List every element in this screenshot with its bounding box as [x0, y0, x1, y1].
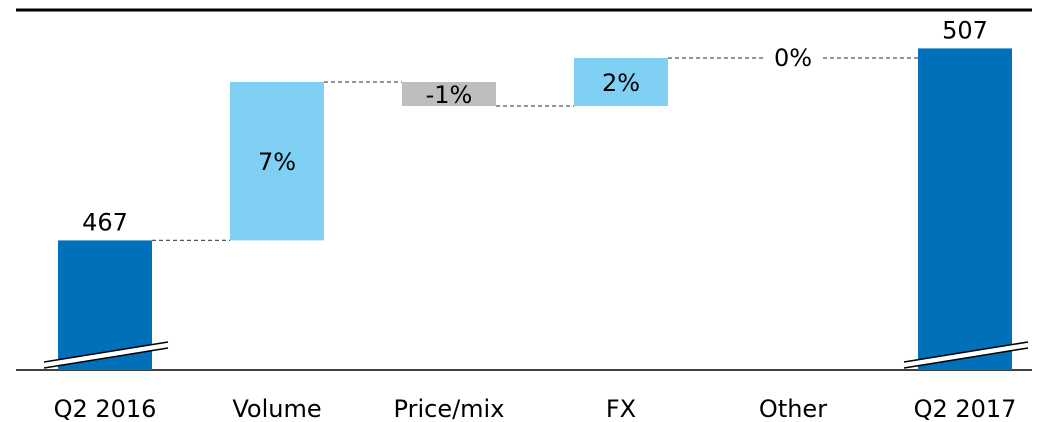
axis-break-line — [43, 347, 169, 369]
delta-label-badge — [417, 82, 481, 106]
axis-break-line — [903, 341, 1029, 363]
delta-value-label: 2% — [602, 69, 640, 97]
chart-marks: 467 7% -1% 2% 0% 507 Q2 2016 Volume Price/mix FX O… — [43, 16, 1029, 422]
total-value-label: 467 — [82, 208, 128, 236]
delta-value-label: 7% — [258, 148, 296, 176]
delta-value-label: -1% — [426, 81, 473, 109]
category-label: Volume — [232, 395, 321, 422]
total-value-label: 507 — [942, 16, 988, 44]
axis-break-line — [43, 341, 169, 363]
category-label: Q2 2017 — [914, 395, 1017, 422]
category-label: Q2 2016 — [54, 395, 157, 422]
category-label: Price/mix — [394, 395, 505, 422]
axis-break-line — [903, 347, 1029, 369]
category-label: Other — [759, 395, 827, 422]
delta-bar — [574, 58, 668, 106]
delta-value-label: 0% — [774, 44, 812, 72]
axis-break-gap — [44, 342, 168, 368]
delta-bar — [230, 82, 324, 241]
axis-break-gap — [904, 342, 1028, 368]
total-bar-end — [918, 48, 1012, 371]
category-label: FX — [606, 395, 636, 422]
